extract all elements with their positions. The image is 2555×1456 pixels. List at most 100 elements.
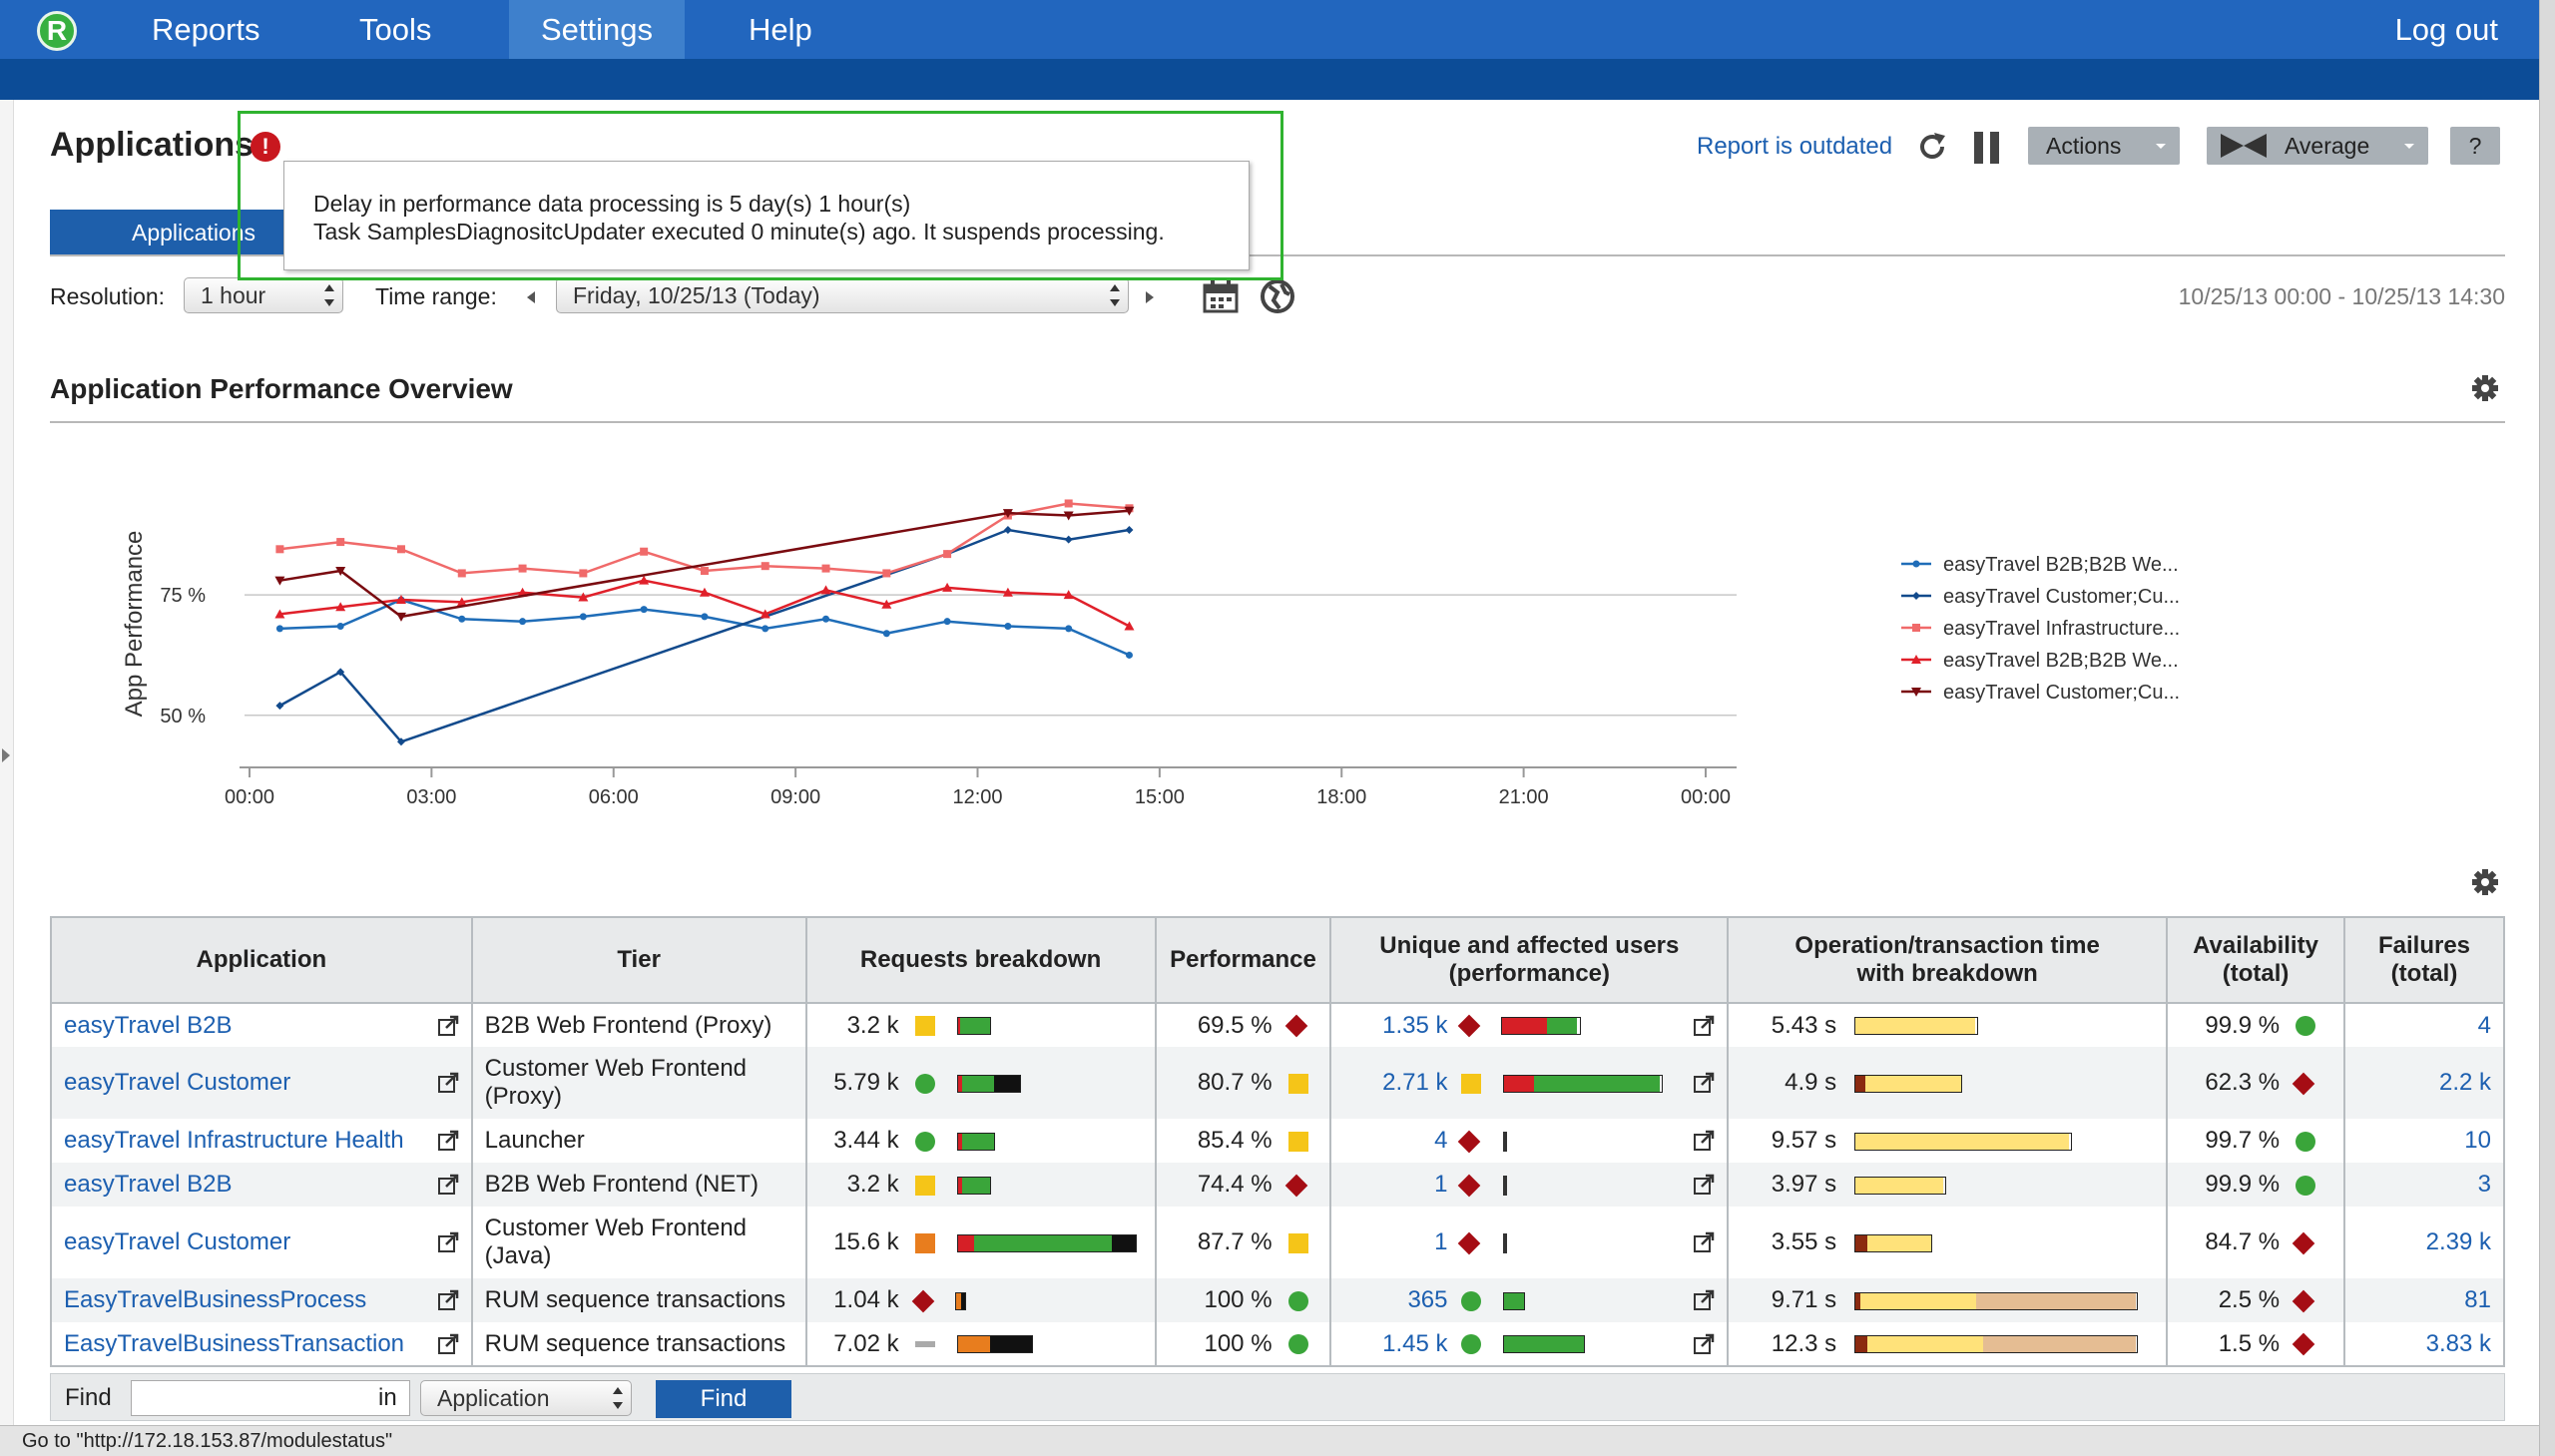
failures-link[interactable]: 3 <box>2477 1171 2491 1198</box>
app-logo-icon[interactable]: R <box>37 11 77 51</box>
average-button[interactable]: Average <box>2207 127 2428 165</box>
legend-entry[interactable]: easyTravel Customer;Cu... <box>1943 586 2180 608</box>
expand-panel-icon[interactable] <box>2 748 10 762</box>
open-external-icon[interactable] <box>437 1130 459 1152</box>
users-link[interactable]: 1 <box>1434 1171 1448 1198</box>
nav-tools[interactable]: Tools <box>359 12 432 47</box>
application-link[interactable]: easyTravel Customer <box>64 1228 291 1255</box>
help-button[interactable]: ? <box>2450 127 2500 165</box>
time-range-value: Friday, 10/25/13 (Today) <box>573 282 820 308</box>
open-external-icon[interactable] <box>1693 1015 1715 1037</box>
users-link[interactable]: 1 <box>1434 1228 1448 1255</box>
open-external-icon[interactable] <box>437 1231 459 1253</box>
previous-range-icon[interactable] <box>527 291 535 303</box>
open-external-icon[interactable] <box>437 1333 459 1355</box>
x-tick-label: 06:00 <box>589 786 639 808</box>
table-row[interactable]: EasyTravelBusinessProcess RUM sequence tr… <box>50 1278 2505 1322</box>
operation-time-value: 3.55 s <box>1771 1228 1837 1255</box>
open-external-icon[interactable] <box>437 1174 459 1196</box>
alert-icon[interactable]: ! <box>251 132 280 162</box>
column-header-operation-time[interactable]: Operation/transaction time with breakdow… <box>1727 916 2169 1004</box>
application-link[interactable]: easyTravel B2B <box>64 1011 233 1039</box>
table-row[interactable]: easyTravel Infrastructure Health Launcher… <box>50 1119 2505 1163</box>
column-header-availability[interactable]: Availability (total) <box>2166 916 2345 1004</box>
bar-segment <box>1865 1075 1962 1092</box>
application-link[interactable]: easyTravel Infrastructure Health <box>64 1127 404 1154</box>
find-input[interactable] <box>131 1380 410 1416</box>
column-header-users[interactable]: Unique and affected users (performance) <box>1329 916 1730 1004</box>
open-external-icon[interactable] <box>437 1289 459 1311</box>
users-link[interactable]: 2.71 k <box>1382 1069 1448 1096</box>
open-external-icon[interactable] <box>1693 1231 1715 1253</box>
time-range-label: Time range: <box>375 283 497 309</box>
tab-applications[interactable]: Applications <box>50 210 289 255</box>
window-scrollbar[interactable] <box>2539 0 2555 1456</box>
legend-entry[interactable]: easyTravel Customer;Cu... <box>1943 682 2180 704</box>
users-link[interactable]: 365 <box>1407 1286 1448 1313</box>
calendar-icon[interactable] <box>1203 279 1239 313</box>
users-link[interactable]: 1.35 k <box>1382 1011 1448 1039</box>
pause-icon[interactable] <box>1974 132 2000 164</box>
nav-settings[interactable]: Settings <box>509 0 685 59</box>
open-external-icon[interactable] <box>1693 1072 1715 1094</box>
users-link[interactable]: 1.45 k <box>1382 1329 1448 1357</box>
time-range-select[interactable]: Friday, 10/25/13 (Today) <box>556 277 1129 313</box>
data-point <box>395 594 406 604</box>
nav-reports[interactable]: Reports <box>152 12 260 47</box>
legend-entry[interactable]: easyTravel B2B;B2B We... <box>1943 554 2179 576</box>
red-diamond-status-icon <box>911 1289 934 1312</box>
failures-link[interactable]: 81 <box>2464 1286 2491 1313</box>
red-diamond-status-icon <box>2292 1332 2315 1356</box>
green-circle-status-icon <box>1287 1334 1308 1355</box>
table-settings-gear-icon[interactable] <box>2471 868 2499 896</box>
column-header-tier[interactable]: Tier <box>470 916 807 1004</box>
open-external-icon[interactable] <box>437 1015 459 1037</box>
table-row[interactable]: easyTravel Customer Customer Web Frontend… <box>50 1047 2505 1119</box>
refresh-icon[interactable] <box>1915 130 1949 164</box>
chart-settings-gear-icon[interactable] <box>2471 374 2499 402</box>
report-outdated-link[interactable]: Report is outdated <box>1697 133 1893 160</box>
column-header-application[interactable]: Application <box>50 916 473 1004</box>
spinner-icon <box>1110 284 1120 306</box>
cell-users: 1.45 k <box>1329 1322 1730 1367</box>
failures-link[interactable]: 10 <box>2464 1127 2491 1154</box>
requests-value: 15.6 k <box>833 1228 899 1255</box>
table-row[interactable]: easyTravel Customer Customer Web Frontend… <box>50 1207 2505 1278</box>
column-header-requests[interactable]: Requests breakdown <box>804 916 1157 1004</box>
timezone-globe-icon[interactable] <box>1260 278 1295 314</box>
open-external-icon[interactable] <box>1693 1333 1715 1355</box>
collapsed-side-panel[interactable] <box>0 100 14 1427</box>
failures-link[interactable]: 3.83 k <box>2425 1329 2491 1357</box>
open-external-icon[interactable] <box>1693 1130 1715 1152</box>
find-scope-select[interactable]: Application <box>420 1380 632 1416</box>
series-line-0[interactable] <box>279 598 1130 657</box>
nav-help[interactable]: Help <box>749 12 812 47</box>
actions-button[interactable]: Actions <box>2028 127 2180 165</box>
find-button[interactable]: Find <box>656 1380 791 1418</box>
users-link[interactable]: 4 <box>1434 1127 1448 1154</box>
open-external-icon[interactable] <box>1693 1174 1715 1196</box>
table-row[interactable]: easyTravel B2B B2B Web Frontend (NET) 3.2 … <box>50 1163 2505 1207</box>
resolution-select[interactable]: 1 hour <box>184 277 343 313</box>
data-point <box>336 623 344 630</box>
column-header-performance[interactable]: Performance <box>1154 916 1332 1004</box>
column-header-failures[interactable]: Failures (total) <box>2343 916 2505 1004</box>
failures-link[interactable]: 2.2 k <box>2438 1069 2491 1096</box>
open-external-icon[interactable] <box>437 1072 459 1094</box>
application-link[interactable]: EasyTravelBusinessProcess <box>64 1286 367 1313</box>
failures-link[interactable]: 4 <box>2477 1011 2491 1039</box>
bar-segment <box>957 1234 974 1251</box>
next-range-icon[interactable] <box>1146 291 1154 303</box>
legend-entry[interactable]: easyTravel Infrastructure... <box>1943 618 2180 640</box>
failures-link[interactable]: 2.39 k <box>2425 1228 2491 1255</box>
application-link[interactable]: EasyTravelBusinessTransaction <box>64 1329 405 1357</box>
application-link[interactable]: easyTravel Customer <box>64 1069 291 1096</box>
table-row[interactable]: easyTravel B2B B2B Web Frontend (Proxy) 3.… <box>50 1003 2505 1047</box>
series-line-4[interactable] <box>279 509 1130 619</box>
application-link[interactable]: easyTravel B2B <box>64 1171 233 1198</box>
open-external-icon[interactable] <box>1693 1289 1715 1311</box>
series-line-1[interactable] <box>278 528 1130 743</box>
legend-entry[interactable]: easyTravel B2B;B2B We... <box>1943 650 2179 672</box>
table-row[interactable]: EasyTravelBusinessTransaction RUM sequenc… <box>50 1322 2505 1367</box>
logout-link[interactable]: Log out <box>2394 12 2498 47</box>
